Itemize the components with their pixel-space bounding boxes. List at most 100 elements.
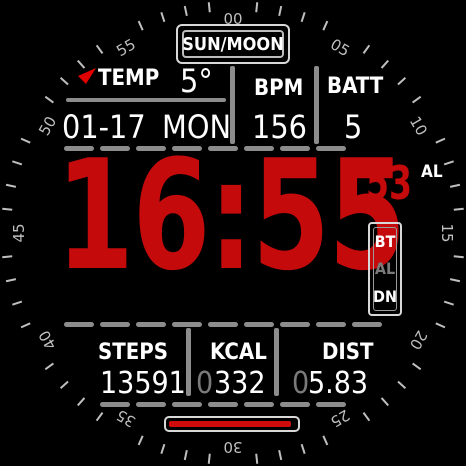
separator-segment [100, 402, 130, 407]
date-value: 01-17 [62, 108, 146, 146]
separator-segment [172, 146, 202, 151]
bezel-tick [449, 278, 461, 283]
steps-label: STEPS [98, 340, 169, 365]
bezel-tick [160, 443, 166, 454]
bezel-tick [397, 380, 407, 389]
bezel-tick [77, 397, 86, 407]
bezel-number-30: 30 [223, 438, 242, 456]
top-separator-1 [230, 66, 235, 144]
bezel-tick [435, 322, 446, 329]
bottom-separator-2 [274, 328, 279, 396]
bezel-tick [77, 59, 86, 69]
bezel-tick [397, 77, 407, 86]
separator-segment [100, 322, 130, 327]
bezel-tick [435, 137, 446, 144]
bezel-tick [160, 12, 166, 23]
separator-segment [208, 402, 238, 407]
bpm-label: BPM [254, 76, 304, 101]
bluetooth-status: BT [374, 232, 396, 252]
separator-segment [64, 322, 94, 327]
separator-segment [208, 146, 238, 151]
separator-segment [280, 146, 310, 151]
bezel-tick [278, 5, 283, 17]
time-seconds: 53 [366, 156, 413, 210]
separator-segment [244, 322, 274, 327]
bezel-tick [12, 300, 23, 306]
bezel-number-20: 20 [406, 327, 431, 353]
separator-segment [280, 402, 310, 407]
bezel-number-10: 10 [406, 113, 431, 139]
time-hours-minutes: 16:55 [56, 127, 406, 304]
bezel-tick [20, 322, 31, 329]
dist-value: 5.83 [308, 366, 369, 401]
bezel-tick [443, 160, 454, 166]
separator-segment [64, 146, 94, 151]
bezel-tick [95, 412, 104, 422]
alarm-tag: AL [421, 162, 443, 182]
temp-label: TEMP [98, 66, 160, 91]
bezel-tick [137, 20, 144, 31]
bezel-tick [322, 435, 329, 446]
bezel-tick [453, 255, 464, 259]
bezel-tick [44, 95, 54, 104]
bezel-tick [278, 449, 283, 461]
bezel-tick [59, 77, 69, 86]
batt-value: 5 [344, 108, 363, 146]
bezel-tick [59, 380, 69, 389]
bezel-tick [322, 20, 329, 31]
bezel-number-00: 00 [223, 10, 242, 28]
separator-segment [316, 402, 346, 407]
sun-moon-label: SUN/MOON [182, 30, 284, 58]
separator-segment [244, 146, 274, 151]
bezel-number-40: 40 [35, 327, 60, 353]
bezel-tick [255, 2, 259, 13]
separator-segment [280, 322, 310, 327]
progress-fill [169, 421, 292, 427]
kcal-prefix: 0 [196, 366, 214, 401]
bezel-tick [412, 95, 422, 104]
bezel-tick [2, 255, 13, 259]
bezel-number-35: 35 [113, 406, 139, 431]
bezel-tick [380, 397, 389, 407]
bezel-tick [5, 183, 17, 188]
separator-segment [352, 322, 382, 327]
separator-segment [172, 402, 202, 407]
bezel-tick [362, 412, 371, 422]
dist-prefix: 0 [292, 366, 310, 401]
bezel-tick [5, 278, 17, 283]
temp-value: 5° [180, 62, 213, 100]
sun-moon-button[interactable]: SUN/MOON [176, 24, 290, 64]
bezel-tick [443, 300, 454, 306]
bezel-tick [207, 2, 211, 13]
separator-segment [316, 146, 346, 151]
bezel-tick [183, 449, 188, 461]
bezel-tick [20, 137, 31, 144]
bezel-tick [207, 453, 211, 464]
red-triangle-pointer-icon [78, 68, 96, 84]
bezel-tick [412, 362, 422, 371]
bpm-value: 156 [252, 108, 307, 146]
bezel-tick [300, 12, 306, 23]
separator-segment [136, 322, 166, 327]
separator-segment [316, 322, 346, 327]
kcal-label: KCAL [210, 340, 267, 365]
separator-segment [172, 322, 202, 327]
bezel-tick [300, 443, 306, 454]
bezel-number-55: 55 [113, 35, 139, 60]
bezel-number-25: 25 [327, 406, 353, 431]
bezel-tick [95, 44, 104, 54]
bezel-tick [362, 44, 371, 54]
separator-segment [208, 322, 238, 327]
status-box: BT AL DN [368, 222, 402, 316]
dist-label: DIST [322, 340, 374, 365]
steps-value: 13591 [100, 366, 186, 401]
bezel-tick [449, 183, 461, 188]
alarm-status: AL [374, 259, 396, 279]
kcal-value: 332 [214, 366, 266, 401]
top-divider [66, 98, 226, 102]
bezel-tick [2, 207, 13, 211]
bezel-tick [453, 207, 464, 211]
bezel-number-05: 05 [327, 35, 353, 60]
